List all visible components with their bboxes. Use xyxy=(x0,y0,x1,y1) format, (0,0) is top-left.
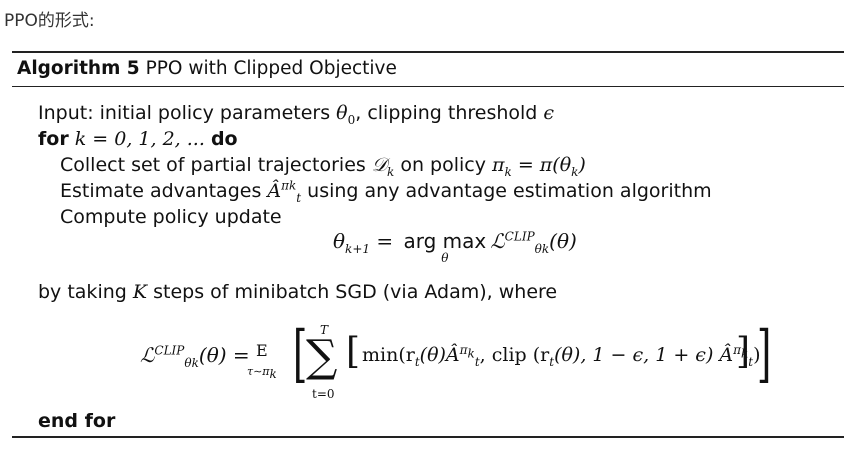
estimate-line: Estimate advantages Âπkt using any advan… xyxy=(60,178,712,205)
end-for-line: end for xyxy=(38,410,116,432)
by-taking-line: by taking K steps of minibatch SGD (via … xyxy=(38,281,558,303)
objective-lhs: ℒCLIPθk(θ) = xyxy=(140,343,250,370)
objective-body: min(rt(θ)Âπkt, clip (rt(θ), 1 − ϵ, 1 + ϵ… xyxy=(362,342,761,369)
title-rule xyxy=(12,86,844,87)
expectation-sub: τ∼πk xyxy=(247,365,277,382)
inner-left-bracket: [ xyxy=(346,331,361,372)
right-bracket: ] xyxy=(756,317,772,390)
update-equation: θk+1 = arg max θ ℒCLIPθk(θ) xyxy=(333,229,577,265)
collect-line: Collect set of partial trajectories 𝒟k o… xyxy=(60,154,586,179)
left-bracket: [ xyxy=(292,317,308,390)
algorithm-title: Algorithm 5 PPO with Clipped Objective xyxy=(17,58,397,79)
objective-equation: ℒCLIPθk(θ) = E τ∼πk [ T ∑ t=0 [ min(rt(θ… xyxy=(140,317,780,405)
inner-right-bracket: ] xyxy=(736,331,751,372)
sum-sign: ∑ xyxy=(306,331,338,382)
compute-line: Compute policy update xyxy=(60,206,282,228)
sum-upper: T xyxy=(320,323,329,337)
page-caption: PPO的形式: xyxy=(4,11,95,31)
sum-lower: t=0 xyxy=(312,387,335,401)
for-line: for k = 0, 1, 2, ... do xyxy=(38,128,238,150)
algorithm-name: PPO with Clipped Objective xyxy=(145,58,397,79)
input-line: Input: initial policy parameters θ0, cli… xyxy=(38,102,555,127)
algorithm-number: Algorithm 5 xyxy=(17,58,140,79)
top-rule xyxy=(12,51,844,53)
bottom-rule xyxy=(12,436,844,438)
expectation: E xyxy=(256,341,268,360)
